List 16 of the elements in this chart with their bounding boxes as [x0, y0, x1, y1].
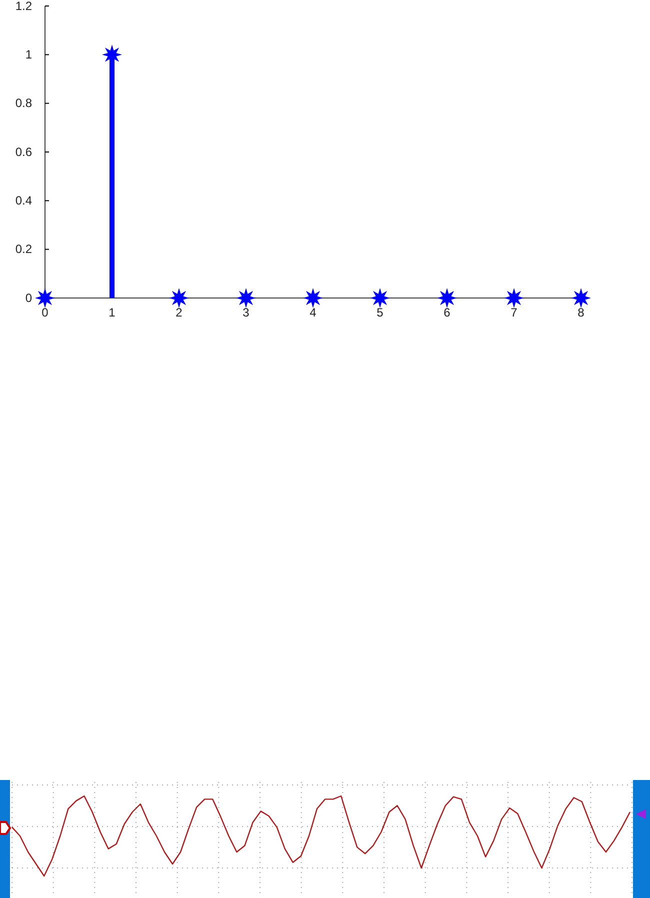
y-tick-label: 0.6	[15, 144, 32, 159]
x-tick-label: 8	[578, 306, 585, 320]
y-tick-label: 1	[25, 48, 32, 62]
x-tick-label: 1	[108, 306, 116, 320]
x-tick-label: 0	[42, 306, 49, 320]
x-tick-label: 7	[510, 306, 518, 320]
y-tick-label: 0.8	[15, 96, 32, 110]
x-tick-label: 3	[242, 306, 250, 320]
x-tick-label: 5	[376, 306, 384, 320]
x-tick-label: 6	[444, 306, 451, 320]
x-tick-label: 2	[176, 306, 183, 320]
y-tick-label: 0.4	[15, 194, 32, 208]
y-tick-label: 1.2	[15, 0, 32, 13]
y-tick-label: 0	[25, 290, 32, 305]
y-tick-label: 0.2	[15, 242, 32, 256]
x-tick-label: 4	[310, 306, 317, 320]
